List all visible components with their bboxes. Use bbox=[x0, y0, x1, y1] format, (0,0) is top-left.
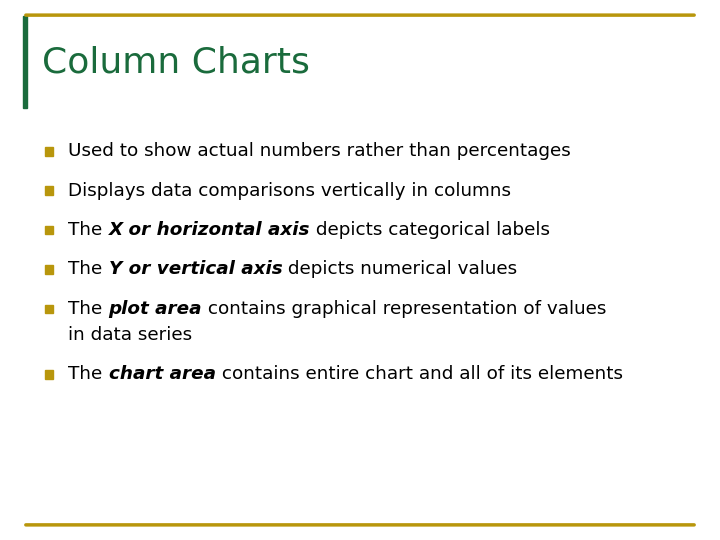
Text: plot area: plot area bbox=[109, 300, 202, 318]
Text: contains graphical representation of values: contains graphical representation of val… bbox=[202, 300, 606, 318]
Text: X or horizontal axis: X or horizontal axis bbox=[109, 221, 310, 239]
Text: Y or vertical axis: Y or vertical axis bbox=[109, 260, 282, 279]
Text: The: The bbox=[68, 260, 109, 279]
Text: depicts categorical labels: depicts categorical labels bbox=[310, 221, 550, 239]
Text: The: The bbox=[68, 365, 109, 383]
Text: chart area: chart area bbox=[109, 365, 215, 383]
Text: in data series: in data series bbox=[68, 326, 192, 344]
Text: The: The bbox=[68, 300, 109, 318]
Text: Displays data comparisons vertically in columns: Displays data comparisons vertically in … bbox=[68, 181, 511, 200]
Text: contains entire chart and all of its elements: contains entire chart and all of its ele… bbox=[215, 365, 623, 383]
Text: depicts numerical values: depicts numerical values bbox=[282, 260, 518, 279]
Text: Column Charts: Column Charts bbox=[42, 45, 310, 79]
Text: The: The bbox=[68, 221, 109, 239]
Text: Used to show actual numbers rather than percentages: Used to show actual numbers rather than … bbox=[68, 142, 571, 160]
